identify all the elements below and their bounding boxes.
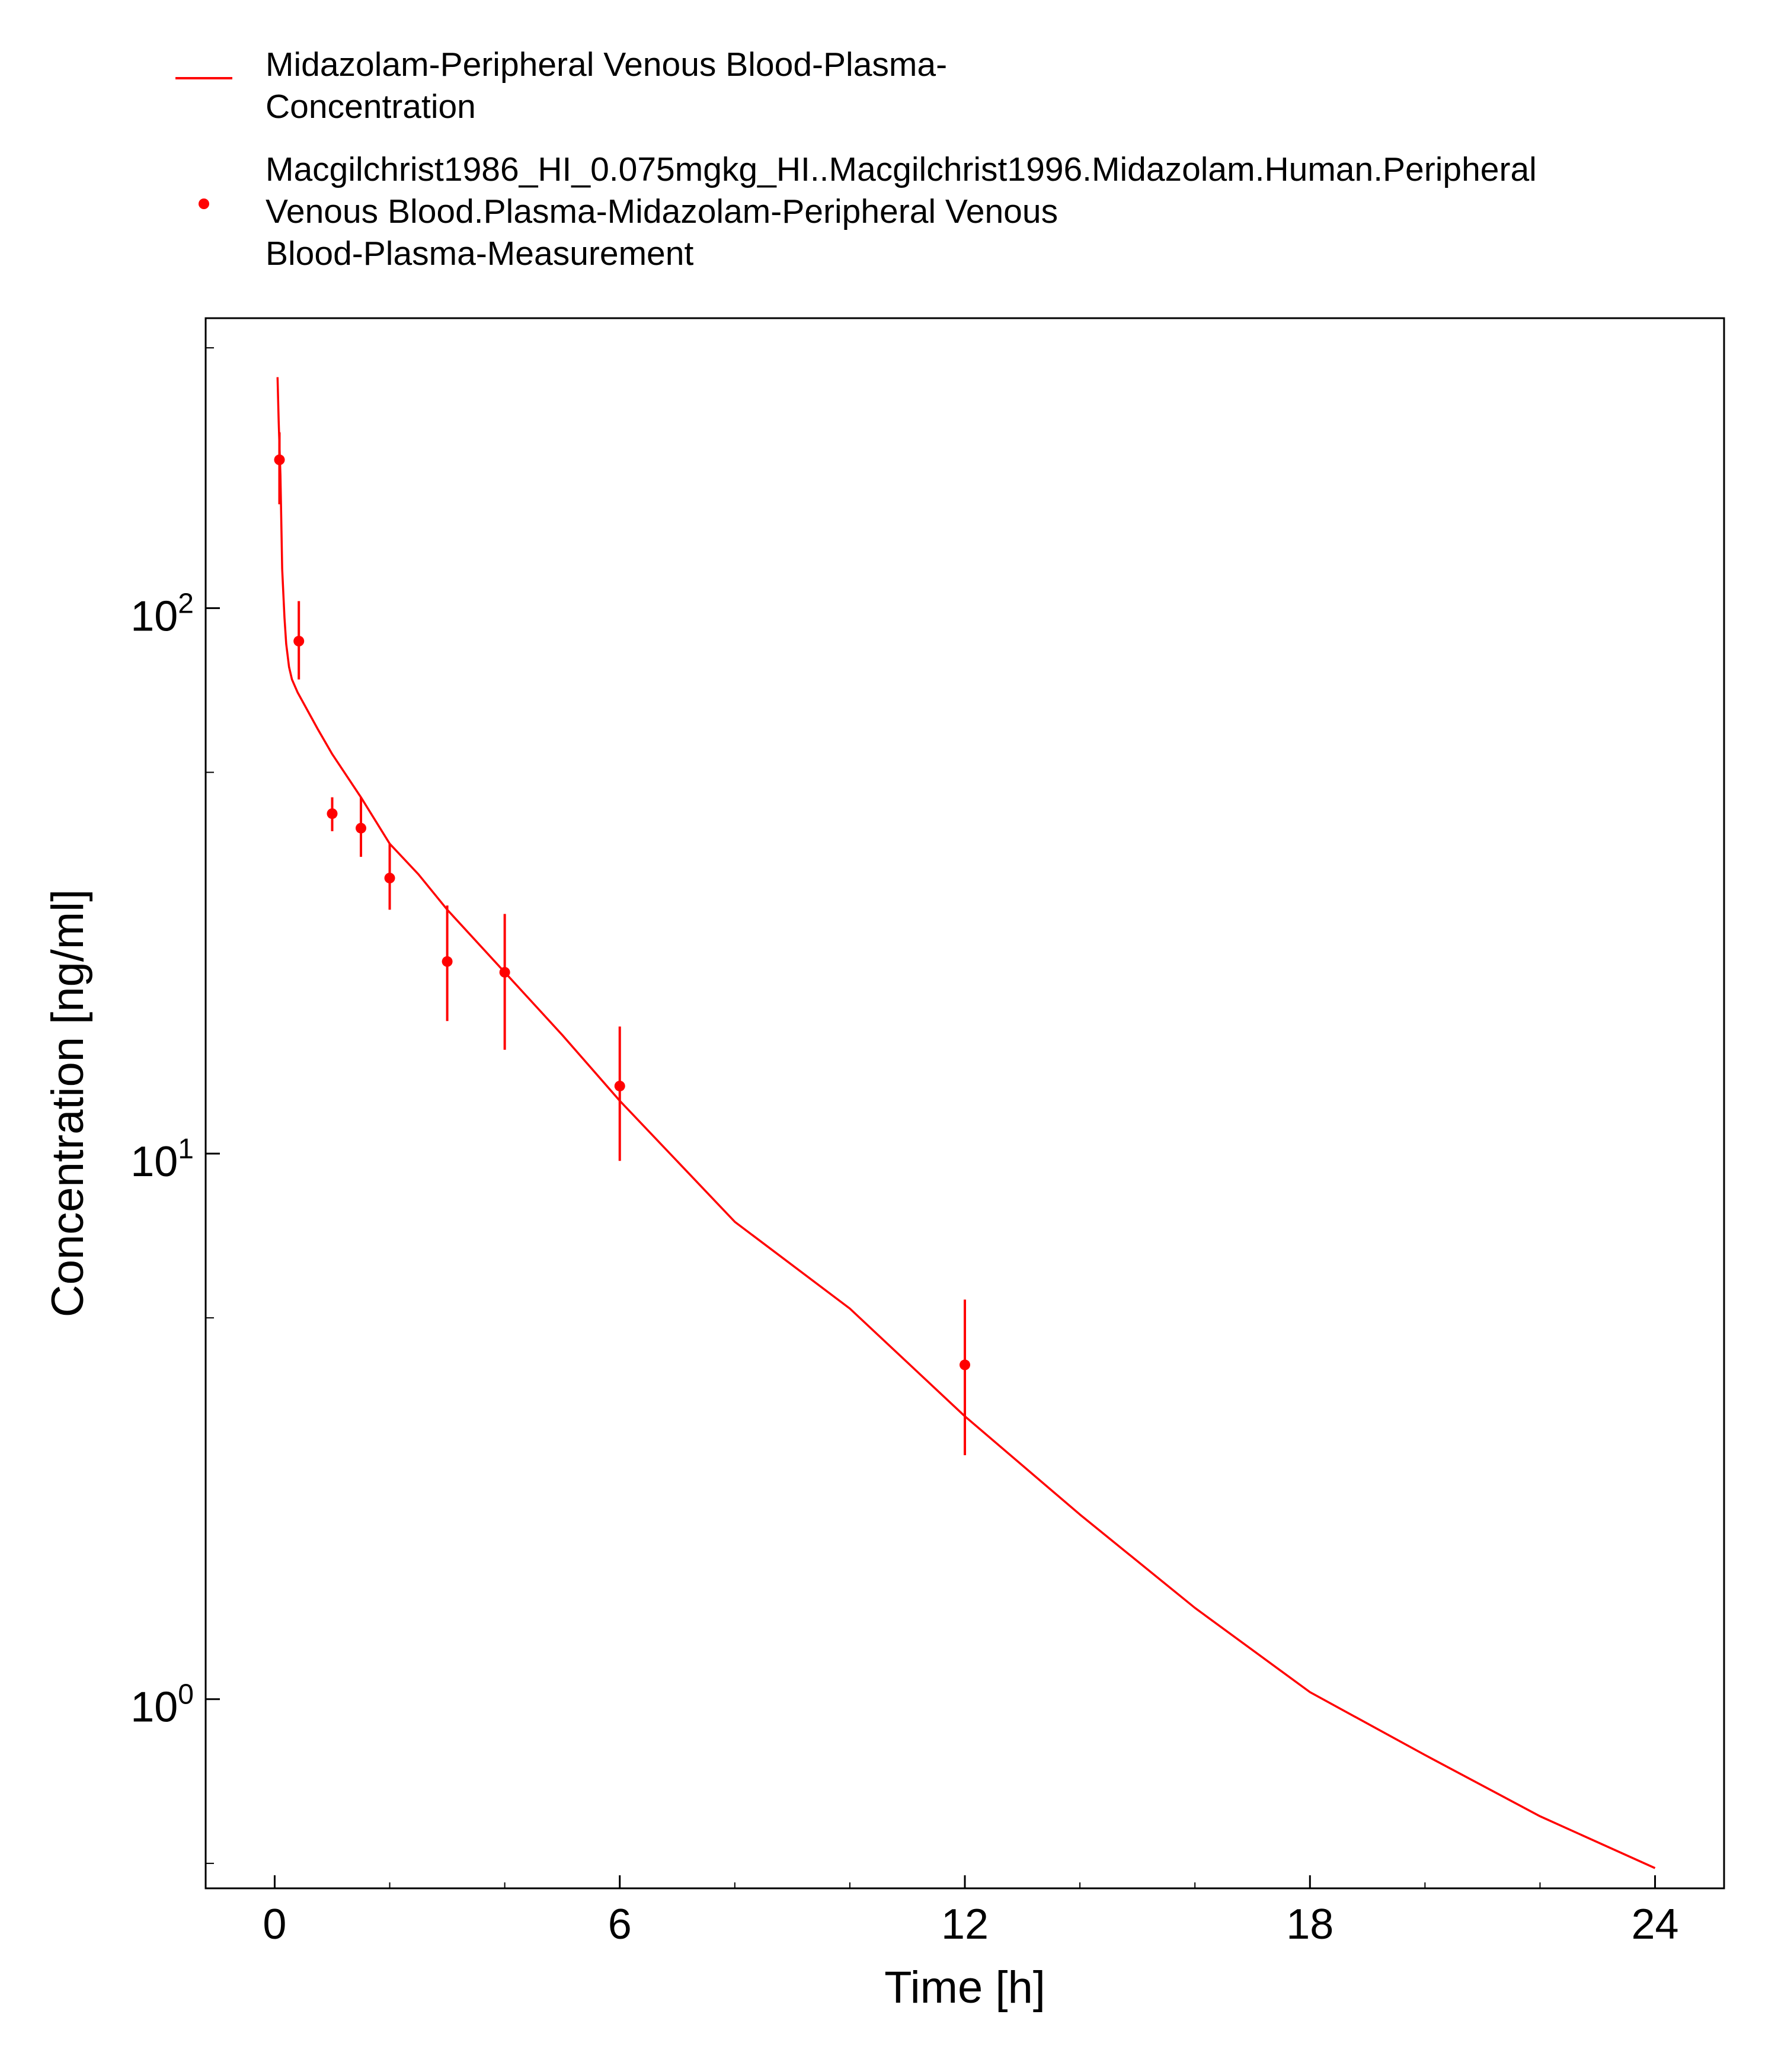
y-tick-base: 10 (130, 1138, 178, 1186)
x-tick-label: 12 (941, 1901, 989, 1948)
x-axis-label: Time [h] (884, 1962, 1045, 2013)
plot-frame (204, 317, 1725, 1890)
legend-line-series-text-1: Midazolam-Peripheral Venous Blood-Plasma… (266, 46, 947, 84)
y-tick-base: 10 (130, 593, 178, 640)
legend-item-measurement-series: Macgilchrist1986_HI_0.075mgkg_HI..Macgil… (199, 150, 1546, 273)
data-point (960, 1359, 970, 1370)
data-point (384, 872, 395, 883)
x-tick-label: 18 (1286, 1901, 1334, 1948)
data-point (356, 822, 367, 834)
y-tick-exponent: 2 (178, 588, 194, 619)
legend-label-line-series: Midazolam-Peripheral Venous Blood-Plasma… (266, 46, 957, 126)
legend-measurement-text-2: Venous Blood.Plasma-Midazolam-Peripheral… (266, 193, 1058, 230)
y-tick-exponent: 0 (178, 1679, 194, 1711)
x-tick-label: 6 (608, 1901, 632, 1948)
legend-line-series-text-2: Concentration (266, 88, 476, 126)
legend-measurement-text-3: Blood-Plasma-Measurement (266, 235, 693, 273)
y-tick-label: 101 (130, 1133, 194, 1186)
data-point (499, 966, 510, 978)
y-tick-label: 102 (130, 588, 194, 640)
legend-point-swatch (199, 198, 209, 209)
y-tick-base: 10 (130, 1684, 178, 1731)
legend-measurement-text-1: Macgilchrist1986_HI_0.075mgkg_HI..Macgil… (266, 150, 1537, 188)
data-point (293, 636, 305, 647)
legend-item-line-series: Midazolam-Peripheral Venous Blood-Plasma… (175, 46, 957, 126)
y-tick-label: 100 (130, 1679, 194, 1731)
legend-label-measurement-series: Macgilchrist1986_HI_0.075mgkg_HI..Macgil… (266, 150, 1546, 273)
x-axis: 0 6 12 18 24 (263, 1875, 1679, 1948)
legend: Midazolam-Peripheral Venous Blood-Plasma… (175, 46, 1546, 273)
data-point (274, 454, 285, 466)
data-point (614, 1080, 625, 1091)
x-tick-label: 0 (263, 1901, 286, 1948)
y-tick-exponent: 1 (178, 1133, 194, 1165)
x-tick-label: 24 (1631, 1901, 1678, 1948)
series-line-simulated-concentration (276, 377, 1656, 1869)
plot-area (274, 377, 1656, 1869)
data-point (442, 956, 453, 967)
y-axis-label: Concentration [ng/ml] (43, 889, 93, 1317)
data-point (327, 808, 338, 819)
